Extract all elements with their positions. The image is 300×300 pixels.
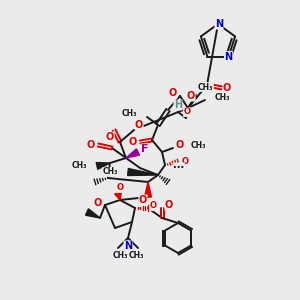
Text: CH₃: CH₃	[215, 94, 230, 103]
Polygon shape	[145, 182, 152, 197]
Text: CH₃: CH₃	[71, 161, 87, 170]
Text: O: O	[176, 140, 184, 150]
Text: O: O	[106, 132, 114, 142]
Text: O: O	[135, 120, 143, 130]
Text: F: F	[141, 144, 149, 154]
Text: CH₃: CH₃	[112, 251, 128, 260]
Text: CH₃: CH₃	[198, 82, 214, 91]
Text: O: O	[169, 88, 177, 98]
Polygon shape	[115, 192, 122, 200]
Text: N: N	[224, 52, 232, 61]
Text: O: O	[116, 184, 124, 193]
Text: O: O	[87, 140, 95, 150]
Polygon shape	[96, 163, 110, 170]
Text: O: O	[94, 198, 102, 208]
Text: O: O	[139, 195, 147, 205]
Text: O: O	[129, 137, 137, 147]
Polygon shape	[126, 149, 140, 158]
Text: H: H	[174, 100, 182, 110]
Text: ···: ···	[173, 163, 184, 173]
Text: N: N	[124, 241, 132, 251]
Text: O: O	[182, 157, 188, 166]
Text: CH₃: CH₃	[191, 140, 206, 149]
Polygon shape	[128, 169, 158, 176]
Text: CH₃: CH₃	[128, 251, 144, 260]
Text: O: O	[149, 202, 157, 211]
Text: N: N	[215, 19, 223, 29]
Text: O: O	[187, 91, 195, 101]
Text: O: O	[184, 107, 190, 116]
Polygon shape	[85, 209, 100, 218]
Text: O: O	[165, 200, 173, 210]
Text: O: O	[223, 83, 231, 93]
Text: CH₃: CH₃	[103, 167, 118, 176]
Text: CH₃: CH₃	[122, 109, 137, 118]
